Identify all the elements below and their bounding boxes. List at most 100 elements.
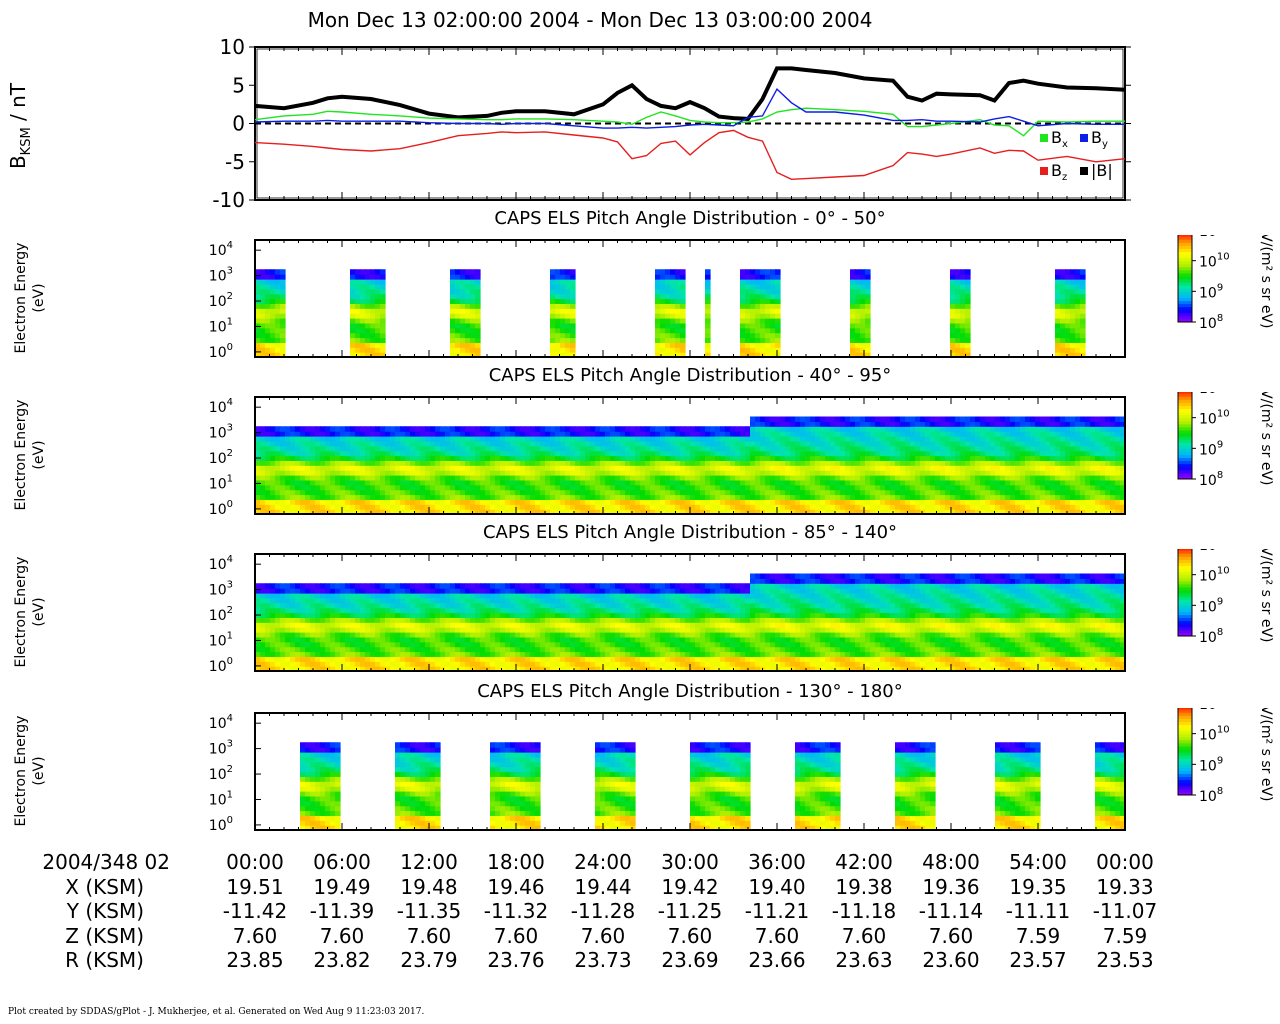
spectrogram-cell: [1035, 426, 1041, 432]
spectrogram-cell: [1110, 479, 1116, 486]
spectrogram-cell: [695, 484, 701, 491]
spectrogram-cell: [725, 494, 731, 500]
spectrogram-cell: [730, 460, 736, 466]
spectrogram-cell: [525, 450, 531, 457]
spectrogram-cell: [430, 426, 436, 432]
spectrogram-cell: [925, 431, 931, 437]
spectrogram-cell: [965, 445, 971, 452]
spectrogram-cell: [785, 436, 791, 442]
spectrogram-cell: [740, 460, 746, 466]
spectrogram-cell: [890, 445, 896, 452]
spectrogram-cell: [400, 436, 406, 442]
spectrogram-cell: [275, 617, 281, 623]
spectrogram-cell: [295, 445, 301, 452]
colorbar-cell: [1178, 405, 1192, 409]
spectrogram-cell: [390, 475, 396, 481]
spectrogram-cell: [1040, 494, 1046, 500]
spectrogram-cell: [270, 342, 276, 348]
spectrogram-cell: [1005, 455, 1011, 461]
spectrogram-cell: [325, 489, 331, 496]
spectrogram-cell: [760, 313, 766, 319]
spectrogram-cell: [280, 293, 286, 300]
spectrogram-cell: [1005, 460, 1011, 466]
spectrogram-cell: [670, 308, 676, 314]
spectrogram-cell: [1035, 450, 1041, 457]
spectrogram-cell: [655, 509, 661, 515]
spectrogram-cell: [660, 288, 666, 295]
spectrogram-cell: [375, 269, 381, 275]
spectrogram-cell: [840, 421, 846, 427]
spectrogram-cell: [410, 460, 416, 466]
spectrogram-cell: [1075, 445, 1081, 452]
spectrogram-cell: [620, 499, 626, 505]
spectrogram-cell: [285, 588, 291, 594]
spectrogram-cell: [285, 651, 291, 657]
spectrogram-cell: [850, 298, 856, 304]
colorbar-tick-exp: 10: [1217, 409, 1230, 420]
spectrogram-cell: [550, 450, 556, 457]
spectrogram-cell: [840, 494, 846, 500]
spectrogram-cell: [730, 426, 736, 432]
spectrogram-cell: [850, 421, 856, 427]
spectrogram-cell: [295, 494, 301, 500]
spectrogram-cell: [995, 499, 1001, 505]
spectrogram-cell: [500, 450, 506, 457]
spectrogram-cell: [725, 450, 731, 457]
spectrogram-cell: [655, 298, 661, 304]
spectrogram-cell: [715, 475, 721, 481]
spectrogram-cell: [375, 489, 381, 496]
spectrogram-cell: [650, 460, 656, 466]
spectrogram-cell: [260, 656, 266, 662]
spectrogram-cell: [480, 436, 486, 442]
spectrogram-cell: [725, 455, 731, 461]
spectrogram-cell: [1060, 347, 1066, 353]
spectrogram-cell: [265, 494, 271, 500]
spectrogram-cell: [290, 445, 296, 452]
spectrogram-cell: [1000, 436, 1006, 442]
spectrogram-cell: [750, 436, 756, 442]
spectrogram-cell: [815, 504, 821, 510]
spectrogram-cell: [915, 479, 921, 486]
spectrogram-cell: [950, 450, 956, 457]
spectrogram-cell: [265, 475, 271, 481]
spectrogram-cell: [490, 465, 496, 471]
spectrogram-cell: [625, 465, 631, 471]
spectrogram-cell: [930, 475, 936, 481]
spectrogram-cell: [275, 337, 281, 343]
spectrogram-cell: [635, 489, 641, 496]
spectrogram-cell: [1065, 421, 1071, 427]
spectrogram-cell: [845, 484, 851, 491]
spectrogram-cell: [985, 489, 991, 496]
colorbar-cell: [1178, 272, 1192, 277]
spectrogram-cell: [930, 484, 936, 491]
spectrogram-cell: [280, 327, 286, 334]
spectrogram-cell: [315, 489, 321, 496]
spectrogram-cell: [990, 421, 996, 427]
spectrogram-cell: [630, 470, 636, 476]
spectrogram-cell: [915, 465, 921, 471]
spectrogram-cell: [350, 298, 356, 304]
spectrogram-cell: [1075, 327, 1081, 334]
spectrogram-cell: [375, 426, 381, 432]
spectrogram-cell: [355, 318, 361, 324]
spectrogram-cell: [485, 470, 491, 476]
spectrogram-cell: [775, 332, 781, 339]
legend-sub-by: y: [1102, 139, 1108, 150]
spectrogram-title: CAPS ELS Pitch Angle Distribution - 85° …: [482, 522, 898, 543]
spectrogram-cell: [745, 470, 751, 476]
colorbar-cell: [1178, 288, 1192, 292]
spectrogram-cell: [760, 347, 766, 353]
spectrogram-cell: [280, 612, 286, 618]
spectrogram-cell: [370, 308, 376, 314]
mag-ytick-label: 0: [232, 112, 245, 136]
spectrogram-cell: [570, 269, 576, 275]
spectrogram-cell: [400, 494, 406, 500]
spectrogram-cell: [525, 465, 531, 471]
spectrogram-cell: [560, 303, 566, 309]
spectrogram-cell: [850, 342, 856, 348]
spectrogram-cell: [700, 509, 706, 515]
spectrogram-cell: [550, 465, 556, 471]
spectrogram-cell: [255, 342, 261, 348]
spectrogram-cell: [875, 431, 881, 437]
spectrogram-cell: [865, 504, 871, 510]
